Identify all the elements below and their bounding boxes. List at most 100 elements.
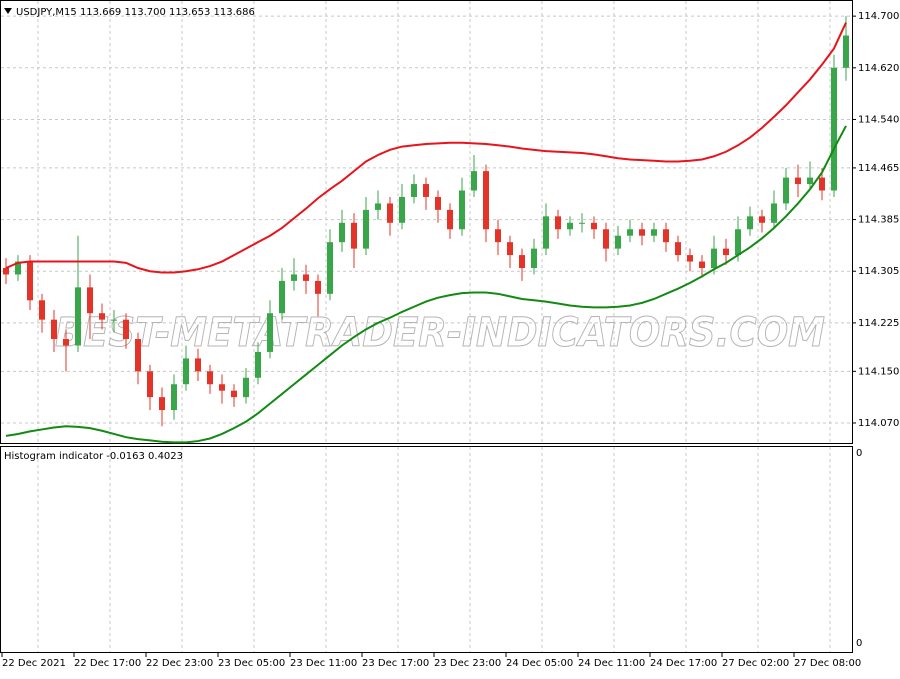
candle-body — [183, 358, 189, 385]
candle-body — [771, 203, 777, 223]
candle-body — [75, 287, 81, 346]
x-tick-label: 23 Dec 11:00 — [290, 658, 357, 669]
candle-body — [279, 280, 285, 314]
x-tick-label: 24 Dec 05:00 — [506, 658, 573, 669]
candle-body — [819, 177, 825, 191]
candle-body — [567, 222, 573, 230]
candle-body — [399, 196, 405, 223]
symbol-menu-arrow[interactable] — [4, 8, 12, 14]
y-tick-label: 114.620 — [858, 63, 899, 74]
x-tick-label: 27 Dec 08:00 — [794, 658, 861, 669]
y-tick-label: 114.385 — [858, 215, 899, 226]
indicator-pane — [0, 446, 853, 653]
grid-layer — [1, 1, 852, 652]
candle-body — [63, 339, 69, 346]
candle-body — [3, 267, 9, 275]
y-tick-label: 114.465 — [858, 163, 899, 174]
x-tick-label: 23 Dec 17:00 — [362, 658, 429, 669]
candle-body — [27, 261, 33, 301]
candle-body — [543, 216, 549, 249]
candle-body — [687, 255, 693, 262]
x-tick-label: 22 Dec 2021 — [2, 658, 66, 669]
candle-body — [99, 313, 105, 320]
candle-body — [363, 209, 369, 249]
indicator-title: Histogram indicator -0.0163 0.4023 — [4, 451, 183, 462]
x-tick-label: 22 Dec 23:00 — [146, 658, 213, 669]
x-tick-label: 24 Dec 11:00 — [578, 658, 645, 669]
candle-body — [675, 242, 681, 256]
x-tick-label: 23 Dec 23:00 — [434, 658, 501, 669]
x-tick-label: 27 Dec 02:00 — [722, 658, 789, 669]
candle-body — [291, 274, 297, 281]
candle-body — [39, 300, 45, 320]
candle-body — [207, 371, 213, 385]
candle-body — [807, 177, 813, 185]
candle-body — [267, 313, 273, 352]
y-tick-label: 114.700 — [858, 11, 899, 22]
y-tick-label: 114.070 — [858, 418, 899, 429]
candle-body — [663, 229, 669, 243]
band-line — [5, 125, 847, 444]
candle-body — [351, 222, 357, 249]
candle-body — [783, 177, 789, 204]
candle-body — [159, 397, 165, 411]
candle-body — [123, 319, 129, 340]
candle-body — [111, 319, 117, 321]
candle-body — [243, 377, 249, 398]
candle-body — [615, 235, 621, 249]
candle-body — [303, 274, 309, 281]
candle-body — [579, 222, 585, 224]
candle-body — [315, 280, 321, 294]
candle-body — [171, 384, 177, 411]
indicator-axis-label: 0 — [856, 448, 862, 459]
candle-body — [639, 229, 645, 236]
candle-body — [423, 184, 429, 197]
candle-body — [435, 196, 441, 210]
candle-body — [447, 209, 453, 230]
candle-body — [375, 203, 381, 210]
candle-body — [699, 261, 705, 268]
candle-body — [51, 319, 57, 340]
chart-title: USDJPY,M15 113.669 113.700 113.653 113.6… — [16, 7, 255, 18]
candle-body — [255, 351, 261, 378]
y-tick-label: 114.540 — [858, 114, 899, 125]
candle-body — [603, 229, 609, 249]
candle-body — [831, 67, 837, 191]
candle-body — [735, 229, 741, 256]
marks-layer — [3, 16, 849, 444]
y-tick-label: 114.305 — [858, 266, 899, 277]
y-tick-label: 114.150 — [858, 366, 899, 377]
x-tick-label: 23 Dec 05:00 — [218, 658, 285, 669]
indicator-axis-label: 0 — [856, 638, 862, 649]
main-pane — [0, 0, 853, 444]
candle-body — [747, 216, 753, 230]
candle-body — [411, 184, 417, 197]
candle-body — [327, 242, 333, 294]
candle-body — [507, 242, 513, 256]
candle-body — [519, 255, 525, 268]
candle-body — [219, 384, 225, 391]
candle-body — [339, 222, 345, 243]
candle-body — [843, 35, 849, 68]
candle-body — [627, 229, 633, 236]
band-line — [5, 22, 847, 274]
watermark: BEST-METATRADER-INDICATORS.COM — [55, 310, 825, 356]
candle-body — [87, 287, 93, 314]
candle-body — [591, 222, 597, 230]
candle-body — [495, 229, 501, 243]
candle-body — [531, 248, 537, 268]
candle-body — [759, 216, 765, 223]
x-tick-label: 22 Dec 17:00 — [74, 658, 141, 669]
candle-body — [459, 190, 465, 230]
candle-body — [15, 261, 21, 275]
candle-body — [387, 203, 393, 223]
candle-body — [651, 229, 657, 236]
candle-body — [723, 248, 729, 256]
x-tick-label: 24 Dec 17:00 — [650, 658, 717, 669]
candle-body — [147, 371, 153, 398]
candle-body — [711, 248, 717, 268]
candle-body — [795, 177, 801, 185]
candle-body — [555, 216, 561, 230]
